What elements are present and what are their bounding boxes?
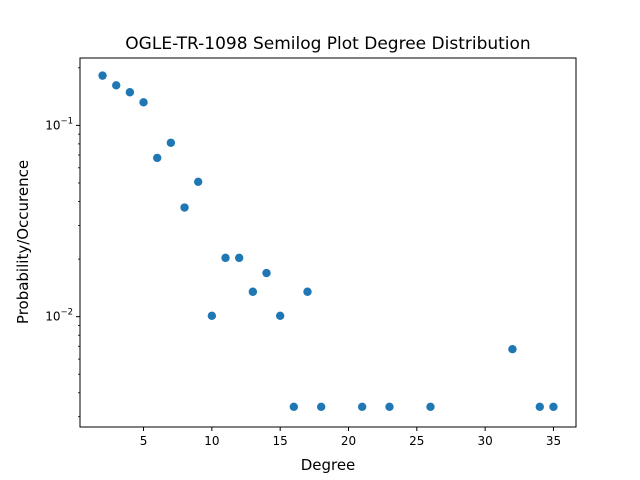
data-point (275, 311, 285, 321)
plot-area (98, 71, 558, 411)
axes-frame (79, 57, 577, 428)
data-point (153, 153, 162, 163)
x-axis-label: Degree (301, 456, 356, 474)
x-tick-label: 25 (409, 434, 424, 448)
data-point (125, 88, 135, 97)
x-tick-label: 15 (273, 434, 288, 448)
x-tick-label: 5 (140, 434, 148, 448)
y-axis: 10−1 10−2 (45, 67, 80, 418)
x-tick-label: 35 (546, 434, 561, 448)
x-axis: 5 10 15 20 25 30 35 (140, 427, 561, 448)
data-point (535, 402, 544, 411)
data-point (112, 81, 121, 90)
chart-title: OGLE-TR-1098 Semilog Plot Degree Distrib… (125, 34, 530, 54)
y-tick-label: 10−1 (45, 116, 73, 132)
data-point (139, 98, 148, 107)
data-point (316, 402, 326, 411)
data-point (248, 287, 258, 296)
y-tick-label: 10−2 (45, 308, 73, 324)
data-point (207, 311, 217, 321)
y-axis-label: Probability/Occurence (14, 160, 32, 324)
x-tick-label: 10 (204, 434, 219, 448)
data-point (289, 402, 299, 411)
data-point (193, 177, 203, 186)
data-point (262, 268, 271, 278)
x-tick-label: 20 (341, 434, 356, 448)
data-point (221, 253, 230, 263)
data-point (180, 203, 189, 212)
data-point (508, 345, 517, 354)
data-point (549, 402, 558, 411)
x-tick-label: 30 (477, 434, 492, 448)
data-point (234, 253, 244, 263)
data-point (166, 138, 176, 147)
data-point (357, 402, 367, 411)
data-point (426, 402, 435, 411)
data-point (303, 287, 312, 296)
data-point (385, 402, 394, 411)
data-point (98, 71, 107, 80)
